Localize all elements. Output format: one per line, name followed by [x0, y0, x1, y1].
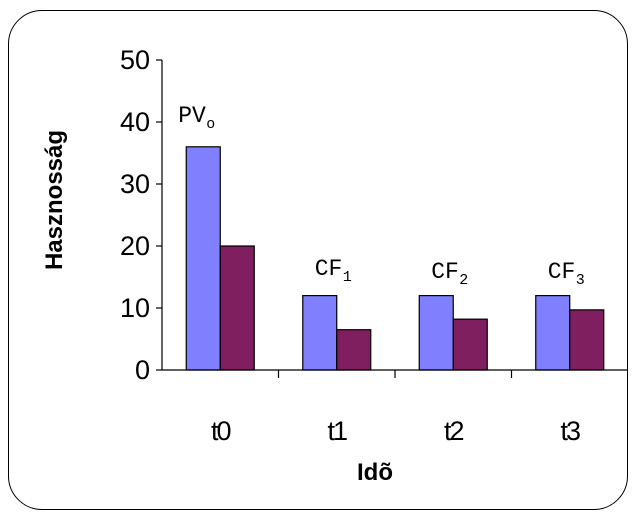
bar-series-2-t1: [336, 329, 372, 371]
x-tick-label: t0: [211, 416, 231, 446]
chart-frame: [8, 10, 628, 510]
x-tick-label: t2: [444, 416, 464, 446]
annotation-t3: CF: [548, 259, 576, 285]
y-axis-ticks: 0 10 20 30 40 50: [120, 45, 162, 385]
bar-series-1-t0: [185, 146, 221, 371]
x-axis-ticks: t0 t1 t2 t3: [211, 370, 582, 446]
bar-series-1-t2: [418, 295, 454, 371]
y-axis-label: Hasznosság: [41, 130, 68, 270]
y-tick-label: 0: [135, 355, 150, 385]
bar-series-2-t3: [569, 309, 605, 371]
annotation-sub-t2: 2: [459, 272, 468, 289]
bar-series-1-t1: [302, 295, 338, 371]
annotation-sub-t3: 3: [576, 272, 585, 289]
y-tick-label: 10: [120, 293, 150, 323]
x-tick-label: t3: [560, 416, 580, 446]
annotation-t0: PV: [178, 103, 206, 129]
annotation-t1: CF: [315, 256, 343, 282]
annotation-t2: CF: [431, 259, 459, 285]
y-tick-label: 30: [120, 169, 150, 199]
y-tick-label: 20: [120, 231, 150, 261]
bar-series-1-t3: [535, 295, 571, 371]
annotations: PV oCF 1 CF 2 CF 3: [178, 103, 585, 289]
y-tick-label: 40: [120, 107, 150, 137]
bar-series-2-t0: [219, 245, 255, 371]
bar-series-2-t2: [452, 318, 488, 371]
x-tick-label: t1: [327, 416, 347, 446]
bars: [185, 146, 605, 371]
y-tick-label: 50: [120, 45, 150, 75]
annotation-sub-t1: 1: [343, 269, 352, 286]
x-axis-label: Idõ: [357, 459, 393, 486]
annotation-sub-t0: o: [206, 116, 215, 133]
